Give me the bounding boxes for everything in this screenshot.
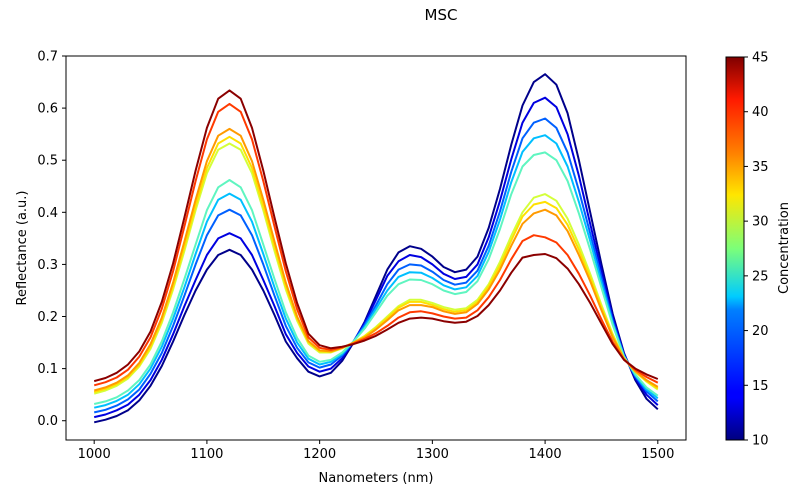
y-tick-label: 0.2: [37, 310, 58, 325]
y-axis: 0.0 0.1 0.2 0.3 0.4 0.5 0.6 0.7: [37, 50, 66, 429]
series-line-14: [93, 96, 659, 419]
y-tick-label: 0.5: [37, 154, 58, 169]
series-line-18: [93, 117, 659, 414]
series-line-24: [93, 151, 659, 405]
colorbar-tick-label: 25: [752, 269, 769, 284]
series-layer: [93, 73, 659, 424]
plot-area: [66, 56, 686, 440]
colorbar: [725, 56, 745, 441]
x-axis: 1000 1100 1200 1300 1400 1500: [78, 440, 674, 462]
series-line-36: [93, 127, 659, 392]
colorbar-tick-label: 30: [752, 215, 769, 230]
x-tick-label: 1000: [78, 447, 111, 462]
series-line-10: [93, 73, 659, 424]
x-tick-label: 1500: [641, 447, 674, 462]
series-line-21: [93, 134, 659, 409]
x-tick-label: 1100: [190, 447, 223, 462]
colorbar-tick-label: 10: [752, 434, 769, 449]
series-line-45: [93, 89, 659, 383]
colorbar-tick-label: 40: [752, 105, 769, 120]
x-tick-label: 1200: [303, 447, 336, 462]
y-tick-label: 0.4: [37, 206, 58, 221]
colorbar-title: Concentration: [777, 202, 792, 294]
y-tick-label: 0.1: [37, 362, 58, 377]
x-axis-title: Nanometers (nm): [319, 471, 434, 486]
colorbar-tick-label: 45: [752, 51, 769, 66]
series-line-34: [93, 135, 659, 394]
colorbar-tick-label: 20: [752, 324, 769, 339]
series-line-40: [93, 102, 659, 387]
y-tick-label: 0.3: [37, 258, 58, 273]
colorbar-axis: 10 15 20 25 30 35 40 45: [744, 51, 769, 449]
y-axis-title: Reflectance (a.u.): [15, 191, 30, 306]
plot-frame: [65, 55, 687, 441]
x-tick-label: 1400: [529, 447, 562, 462]
y-tick-label: 0.6: [37, 102, 58, 117]
y-tick-label: 0.7: [37, 50, 58, 65]
chart-title: MSC: [425, 6, 458, 24]
colorbar-tick-label: 15: [752, 379, 769, 394]
x-tick-label: 1300: [416, 447, 449, 462]
colorbar-tick-label: 35: [752, 160, 769, 175]
y-tick-label: 0.0: [37, 414, 58, 429]
